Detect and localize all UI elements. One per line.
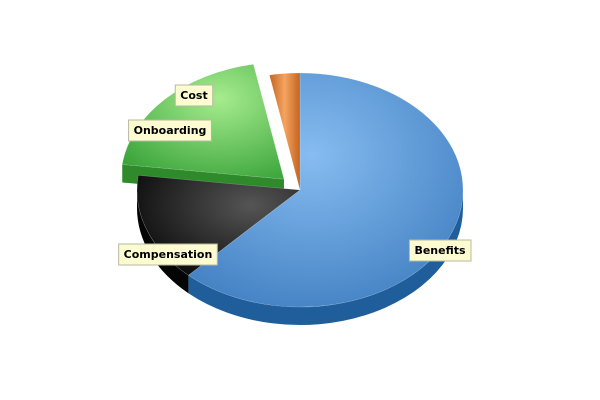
pie-label-onboarding: Onboarding	[128, 119, 212, 142]
pie-label-text: Benefits	[414, 244, 466, 257]
pie-label-text: Cost	[180, 89, 207, 102]
pie-label-cost: Cost	[174, 84, 214, 107]
pie-label-text: Compensation	[124, 248, 213, 261]
pie-label-compensation: Compensation	[118, 243, 218, 266]
pie-side-benefits	[188, 190, 463, 325]
pie-label-benefits: Benefits	[408, 239, 472, 262]
pie-slice-benefits	[187, 72, 464, 308]
pie-label-text: Onboarding	[134, 124, 207, 137]
pie-side-compensation	[137, 190, 189, 294]
pie-slice-cost	[269, 72, 301, 191]
